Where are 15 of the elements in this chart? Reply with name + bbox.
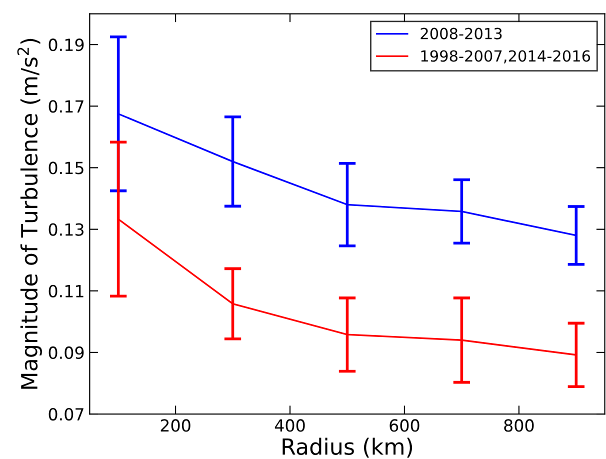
x-tick-label: 800 [504, 419, 534, 432]
y-tick-label: 0.13 [48, 223, 84, 236]
y-tick-label: 0.17 [48, 100, 84, 113]
legend-label: 1998-2007,2014-2016 [421, 50, 590, 64]
x-tick-label: 400 [274, 419, 305, 432]
y-tick-label: 0.19 [48, 38, 84, 52]
legend-label: 2008-2013 [420, 28, 502, 40]
y-axis-title: Magnitude of Turbulence (m/s$^{2}$) [17, 38, 42, 389]
x-tick-label: 600 [390, 419, 420, 432]
x-axis-title: Radius (km) [282, 438, 412, 458]
y-tick-label: 0.07 [48, 408, 84, 421]
y-tick-label: 0.09 [48, 346, 84, 360]
y-tick-label: 0.15 [48, 162, 84, 174]
y-tick-label: 0.11 [48, 284, 84, 298]
x-tick-label: 200 [160, 419, 190, 432]
